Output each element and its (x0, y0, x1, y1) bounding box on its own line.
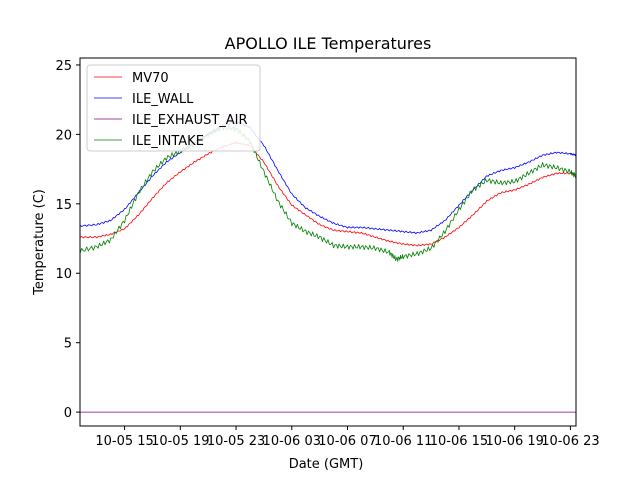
x-tick-label: 10-06 11 (374, 434, 432, 449)
legend-label-ile-intake: ILE_INTAKE (132, 134, 204, 149)
x-tick-label: 10-06 03 (263, 434, 321, 449)
x-tick-label: 10-05 23 (207, 434, 265, 449)
x-tick-label: 10-05 15 (95, 434, 153, 449)
legend-label-ile-wall: ILE_WALL (132, 92, 194, 107)
chart-title: APOLLO ILE Temperatures (225, 34, 432, 53)
y-tick-label: 20 (55, 128, 72, 143)
x-tick-label: 10-06 07 (318, 434, 376, 449)
series-line-mv70 (79, 141, 577, 247)
y-axis-label: Temperature (C) (32, 189, 47, 296)
x-tick-label: 10-06 23 (541, 434, 599, 449)
y-axis: 0 5 10 15 20 25 (55, 59, 80, 421)
series-line-ile-intake (79, 125, 577, 262)
x-tick-label: 10-06 19 (485, 434, 543, 449)
legend: MV70 ILE_WALL ILE_EXHAUST_AIR ILE_INTAKE (86, 64, 261, 152)
series-line-ile-wall (79, 121, 577, 235)
x-tick-label: 10-06 15 (430, 434, 488, 449)
x-tick-label: 10-05 19 (151, 434, 209, 449)
x-axis-label: Date (GMT) (289, 457, 364, 472)
legend-label-ile-exhaust-air: ILE_EXHAUST_AIR (132, 113, 248, 128)
y-tick-label: 0 (64, 406, 72, 421)
series-layer (79, 121, 577, 413)
plot-area (79, 57, 577, 427)
y-tick-label: 15 (55, 198, 72, 213)
legend-box (86, 64, 261, 152)
legend-label-mv70: MV70 (132, 71, 169, 86)
y-tick-label: 5 (64, 337, 72, 352)
plot-frame (79, 57, 577, 427)
y-tick-label: 10 (55, 267, 72, 282)
y-tick-label: 25 (55, 59, 72, 74)
